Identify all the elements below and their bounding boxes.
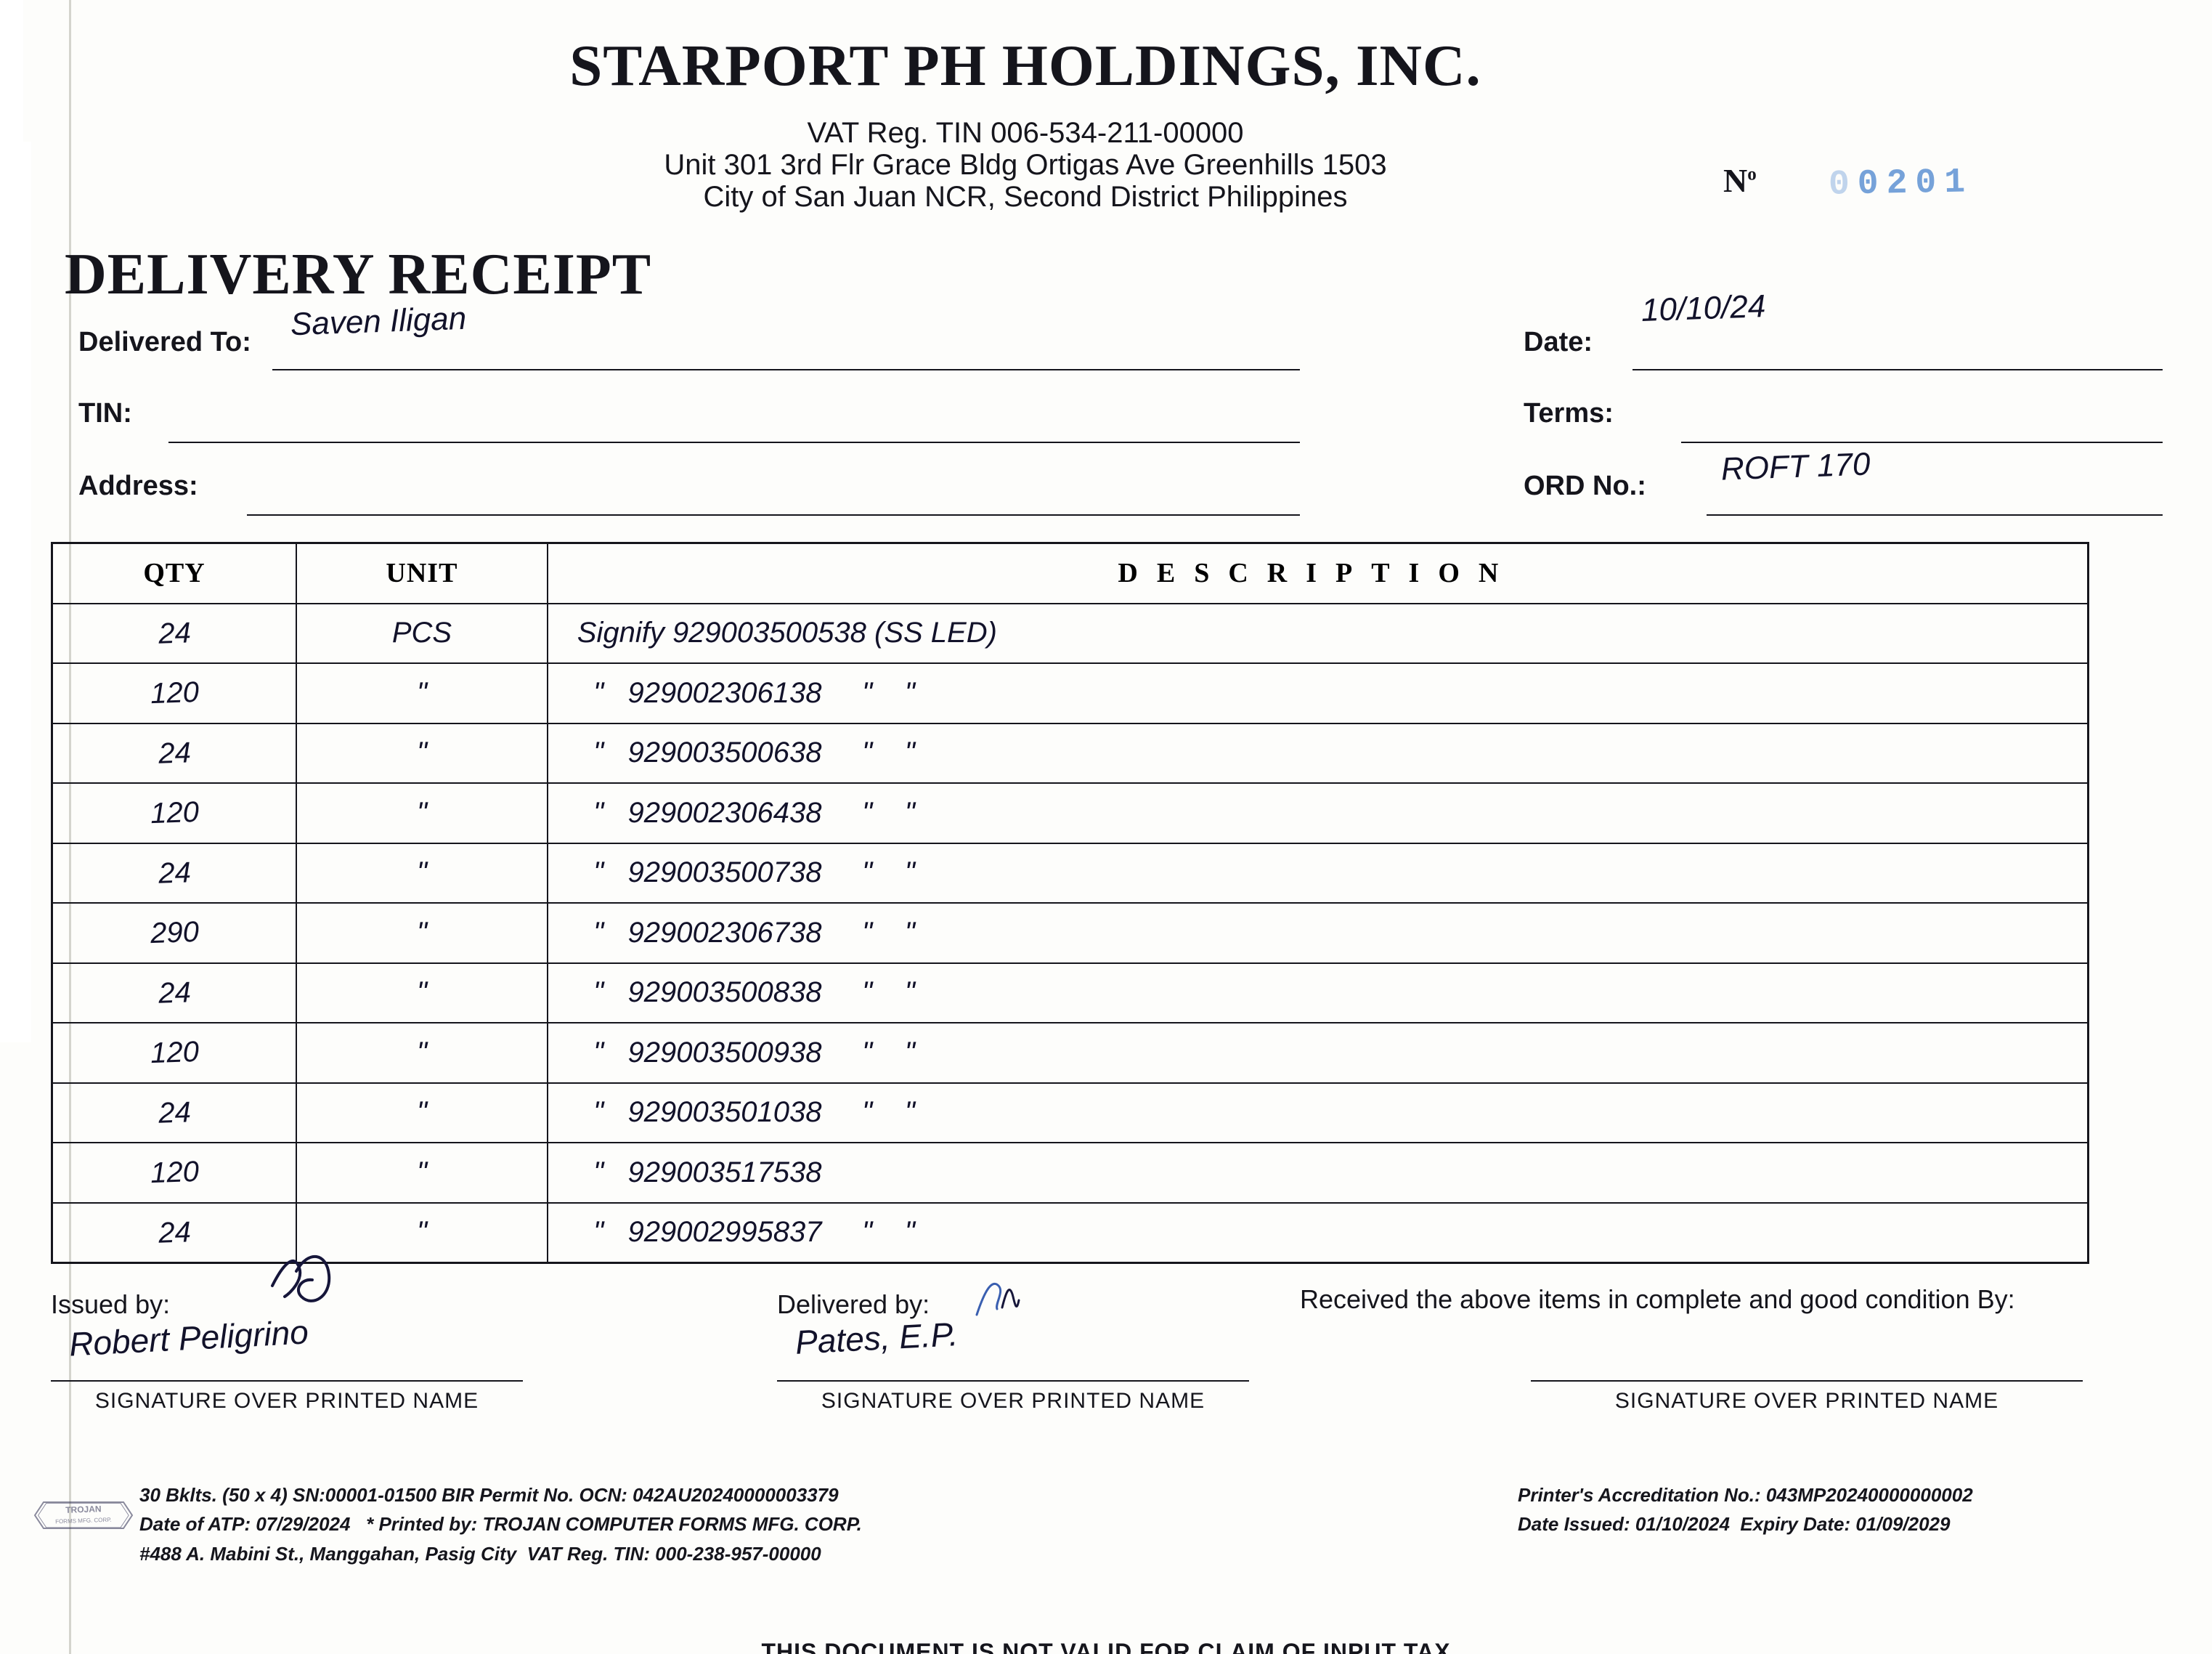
svg-text:FORMS MFG. CORP.: FORMS MFG. CORP.	[55, 1517, 112, 1525]
svg-text:TROJAN: TROJAN	[65, 1504, 102, 1515]
